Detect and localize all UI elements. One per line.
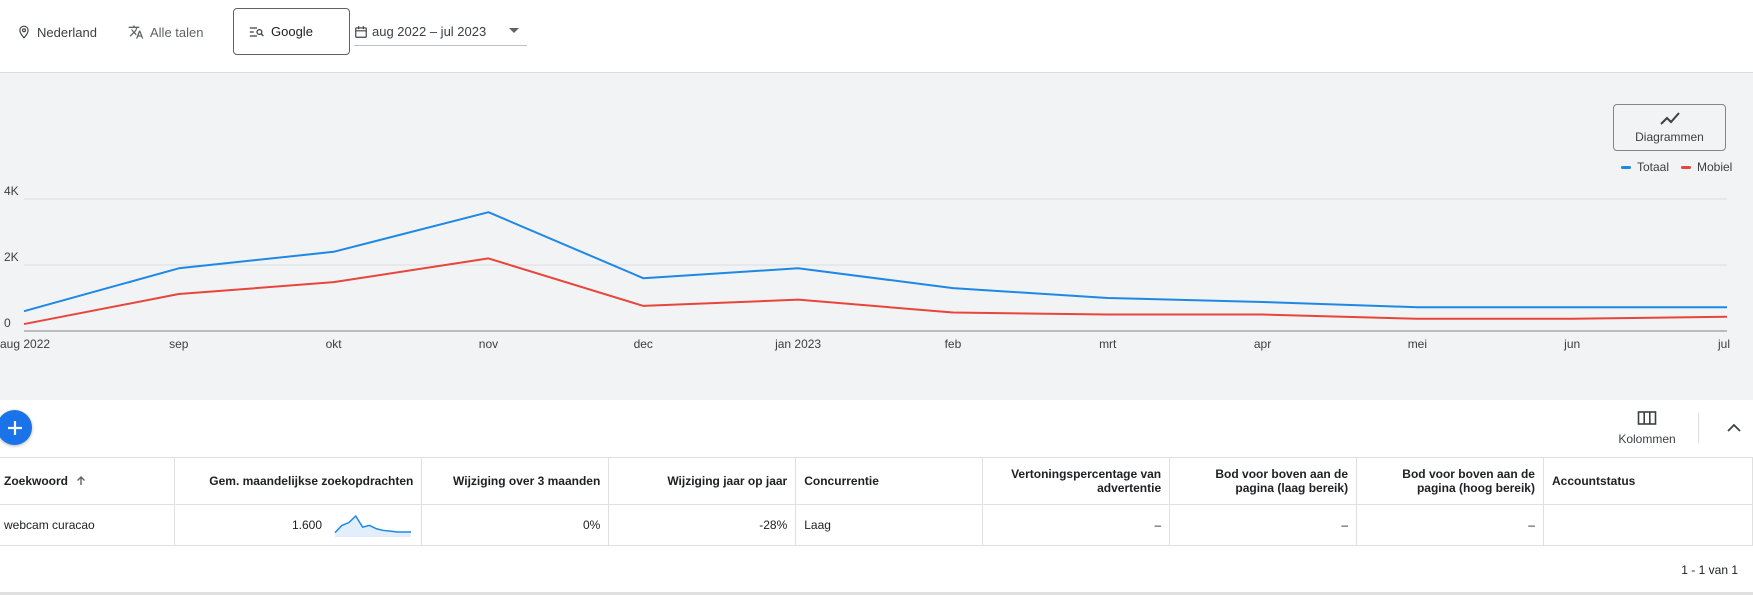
network-label: Google [271, 24, 313, 39]
legend-label-totaal: Totaal [1637, 160, 1670, 174]
x-tick-label: jun [1563, 337, 1580, 351]
chevron-up-icon [1727, 423, 1741, 432]
column-header-label: Concurrentie [804, 474, 879, 488]
column-header-competition[interactable]: Concurrentie [795, 457, 984, 505]
bottom-divider [0, 592, 1753, 595]
series-line-totaal [23, 211, 1727, 313]
column-header-bid-high[interactable]: Bod voor boven aan de pagina (hoog berei… [1356, 457, 1544, 505]
collapse-button[interactable] [1726, 420, 1742, 441]
x-tick-label: mrt [1099, 337, 1117, 351]
x-tick-label: sep [169, 337, 189, 351]
avg-searches-value: 1.600 [291, 518, 323, 532]
x-tick-label: aug 2022 [0, 337, 50, 351]
x-tick-label: jan 2023 [774, 337, 821, 351]
column-header-impression-share[interactable]: Vertoningspercentage van advertentie [982, 457, 1171, 505]
legend-label-mobiel: Mobiel [1697, 160, 1733, 174]
location-filter[interactable]: Nederland [17, 22, 97, 42]
legend-item-mobiel[interactable]: Mobiel [1681, 160, 1732, 174]
column-header-keyword[interactable]: Zoekwoord [0, 457, 176, 505]
account-status-cell [1543, 504, 1753, 546]
x-tick-label: dec [634, 337, 653, 351]
location-pin-icon [19, 25, 29, 39]
toolbar-divider [1698, 413, 1699, 443]
x-tick-label: feb [945, 337, 962, 351]
trend-chart-icon [1659, 112, 1680, 125]
avg-searches-cell: 1.600 [174, 504, 423, 546]
chevron-down-icon [509, 28, 519, 33]
plus-icon [7, 420, 22, 435]
columns-icon [1637, 411, 1657, 425]
table-toolbar [0, 400, 1753, 457]
language-filter[interactable]: Alle talen [128, 22, 203, 42]
column-header-account-status[interactable]: Accountstatus [1543, 457, 1753, 505]
trend-sparkline [334, 514, 412, 537]
table-header-row: Zoekwoord Gem. maandelijkse zoekopdracht… [0, 457, 1753, 505]
column-header-label: Zoekwoord [4, 474, 69, 488]
y-tick-label: 0 [4, 316, 11, 330]
translate-icon [128, 25, 144, 39]
date-range-label: aug 2022 – jul 2023 [372, 24, 487, 39]
sort-ascending-icon [77, 476, 86, 485]
column-header-change-3m[interactable]: Wijziging over 3 maanden [421, 457, 610, 505]
chart-panel [0, 73, 1753, 400]
sparkline-line [334, 514, 412, 534]
diagrams-button-label: Diagrammen [1635, 130, 1704, 144]
legend-swatch-mobiel [1681, 165, 1691, 169]
change-yoy-cell: -28% [608, 504, 797, 546]
column-header-label: Bod voor boven aan de pagina (laag berei… [1215, 467, 1349, 495]
column-header-change-yoy[interactable]: Wijziging jaar op jaar [608, 457, 797, 505]
keyword-table: Zoekwoord Gem. maandelijkse zoekopdracht… [0, 457, 1753, 546]
legend-item-totaal[interactable]: Totaal [1621, 160, 1669, 174]
column-header-label: Gem. maandelijkse zoekopdrachten [209, 474, 414, 488]
search-network-icon [249, 26, 264, 37]
pagination-label: 1 - 1 van 1 [1681, 563, 1738, 577]
x-tick-label: nov [479, 337, 498, 351]
table-row[interactable]: webcam curacao 1.600 0% -28% Laag – – – [0, 504, 1753, 546]
column-header-label: Accountstatus [1551, 474, 1636, 488]
location-label: Nederland [37, 24, 97, 40]
change-3m-cell: 0% [421, 504, 610, 546]
columns-button-label: Kolommen [1618, 432, 1676, 446]
x-tick-label: apr [1254, 337, 1271, 351]
date-range-selector[interactable]: aug 2022 – jul 2023 [354, 18, 527, 46]
filter-bar: Nederland Alle talen Google aug 2022 – j… [0, 0, 1753, 73]
network-filter[interactable]: Google [233, 8, 350, 55]
x-tick-label: jul [1717, 337, 1730, 351]
columns-button[interactable]: Kolommen [1612, 410, 1682, 452]
add-keyword-button[interactable] [0, 410, 32, 445]
column-header-label: Vertoningspercentage van advertentie [1011, 467, 1162, 495]
calendar-icon [355, 25, 367, 38]
column-header-avg-searches[interactable]: Gem. maandelijkse zoekopdrachten [174, 457, 423, 505]
language-label: Alle talen [150, 24, 204, 40]
column-header-bid-low[interactable]: Bod voor boven aan de pagina (laag berei… [1169, 457, 1358, 505]
bid-low-cell: – [1169, 504, 1358, 546]
column-header-label: Wijziging jaar op jaar [667, 474, 788, 488]
y-tick-label: 2K [4, 250, 19, 264]
keyword-cell: webcam curacao [0, 504, 176, 546]
series-line-mobiel [23, 257, 1728, 326]
x-tick-label: mei [1408, 337, 1427, 351]
search-volume-chart: 0 2K 4K aug 2022 sep okt nov dec jan 2023 feb mrt a… [0, 184, 1730, 351]
diagrams-button[interactable]: Diagrammen [1613, 104, 1726, 151]
column-header-label: Bod voor boven aan de pagina (hoog berei… [1402, 467, 1535, 495]
bid-high-cell: – [1356, 504, 1544, 546]
impression-share-cell: – [982, 504, 1171, 546]
competition-cell: Laag [795, 504, 984, 546]
column-header-label: Wijziging over 3 maanden [453, 474, 601, 488]
y-tick-label: 4K [4, 184, 19, 198]
x-tick-label: okt [326, 337, 343, 351]
legend-swatch-totaal [1621, 165, 1631, 169]
